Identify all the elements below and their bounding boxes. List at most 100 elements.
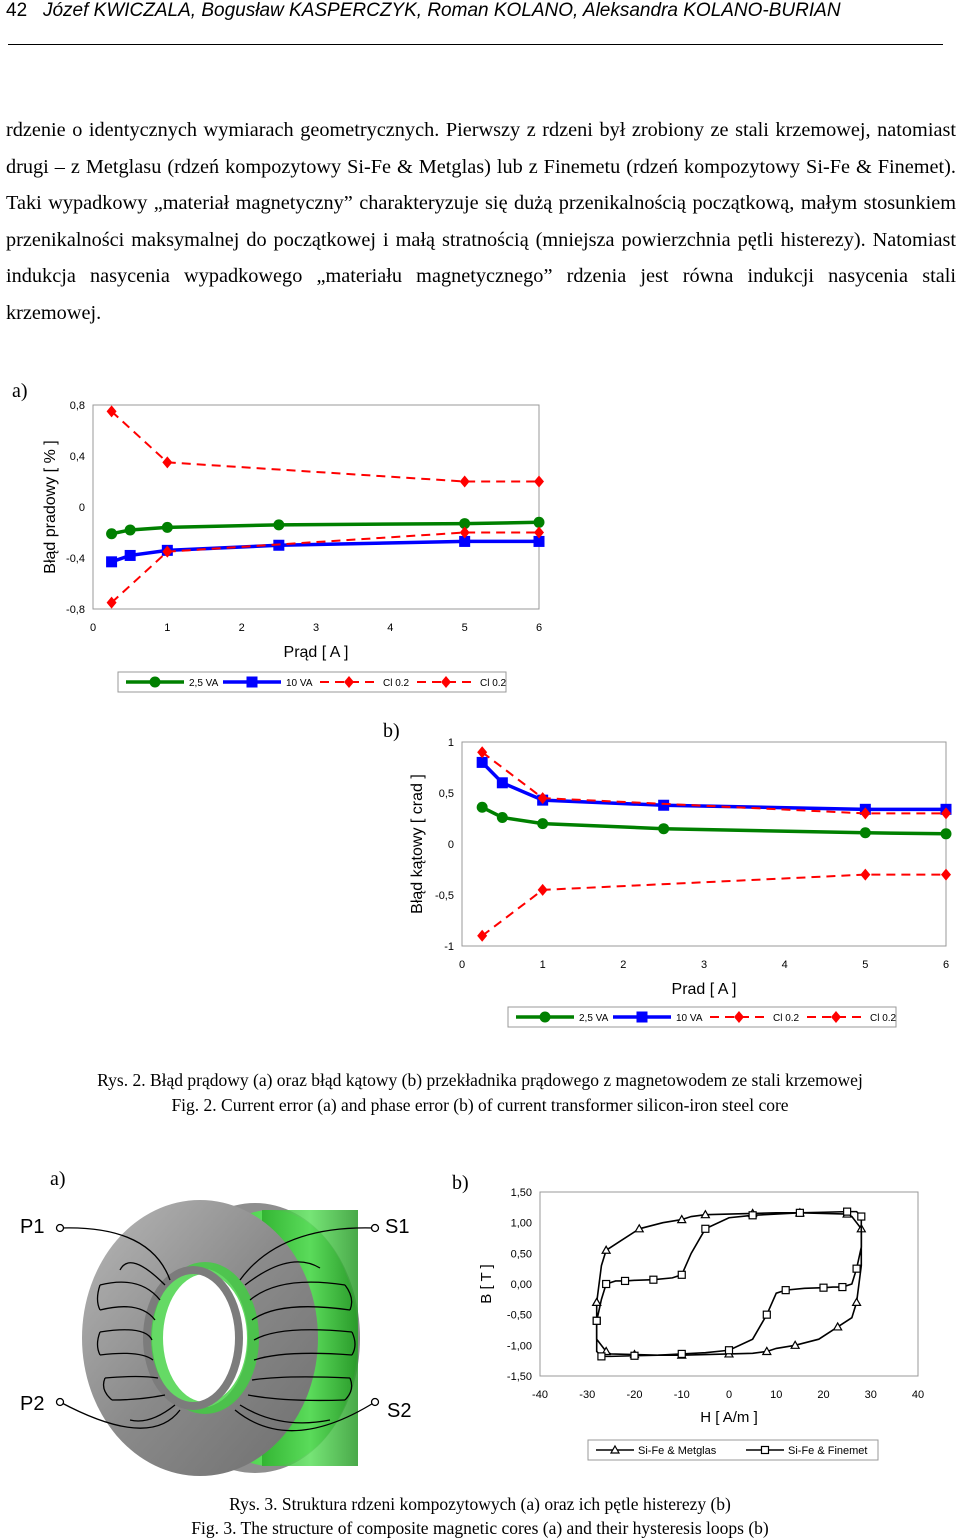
data-point — [459, 535, 471, 547]
y-tick-label: -0,8 — [66, 604, 85, 616]
y-axis-label: Błąd kątowy [ crad ] — [409, 774, 426, 914]
fig3a-core-illustration — [55, 1200, 380, 1476]
label-s1: S1 — [385, 1216, 410, 1238]
x-tick-label: 0 — [90, 622, 96, 634]
fig2a-panel-label: a) — [12, 380, 28, 402]
data-point — [790, 1340, 801, 1349]
data-point — [941, 868, 951, 881]
running-head-authors: Józef KWICZALA, Bogusław KASPERCZYK, Rom… — [42, 0, 841, 21]
x-tick-label: -10 — [674, 1389, 690, 1401]
data-point — [832, 1321, 843, 1331]
fig3b-chart: 1,50 1,00 0,50 0,00 -0,50 -1,00 -1,50-40 -30 -20… — [478, 1187, 924, 1461]
fig2a-chart: 0,8 0,4 0 -0,4 -0,8 0 1 2 3 4 5 6 Prąd [ A ] Błąd pra… — [42, 400, 545, 693]
legend-entry: Cl 0.2 — [383, 678, 410, 689]
data-point — [476, 756, 488, 768]
data-point — [859, 827, 871, 839]
x-tick-label: 2 — [239, 622, 245, 634]
legend-entry: Si-Fe & Finemet — [788, 1445, 867, 1457]
fig3-caption-en: Fig. 3. The structure of composite magne… — [191, 1518, 769, 1538]
x-tick-label: 4 — [782, 959, 788, 971]
series-0 — [106, 516, 545, 540]
body-paragraph: rdzenie o identycznych wymiarach geometr… — [6, 119, 956, 324]
x-tick-label: 4 — [387, 622, 393, 634]
data-point — [941, 807, 951, 820]
terminal-p1 — [55, 1223, 65, 1233]
legend-marker — [734, 1011, 744, 1023]
data-point — [106, 556, 118, 568]
data-point — [630, 1351, 639, 1360]
x-tick-label: 3 — [701, 959, 707, 971]
data-point — [620, 1276, 630, 1286]
data-point — [724, 1346, 734, 1355]
series-line — [481, 873, 946, 937]
y-tick-label: -0,4 — [66, 553, 85, 565]
y-tick-label: -0,50 — [507, 1310, 532, 1322]
data-point — [762, 1310, 771, 1319]
data-point — [477, 746, 488, 759]
legend-marker — [441, 676, 451, 688]
data-point — [162, 545, 173, 558]
fig2b-panel-label: b) — [383, 720, 400, 742]
core-hole — [152, 1268, 248, 1408]
legend-entry: 2,5 VA — [579, 1013, 609, 1024]
x-axis-label: Prąd [ A ] — [284, 644, 349, 661]
y-tick-label: -0,5 — [435, 890, 454, 902]
fig2b-chart: 1 0,5 0 -0,5 -1 0 1 2 3 4 5 6 Prad [ A ] Błąd kątowy … — [409, 737, 952, 1028]
page-number: 42 — [6, 0, 28, 21]
legend-entry: 2,5 VA — [189, 678, 219, 689]
legend: 2,5 VA 10 VA Cl 0.2 Cl 0.2 — [117, 671, 507, 693]
fig3b-panel-label: b) — [452, 1172, 469, 1194]
series-line — [110, 531, 539, 604]
data-point — [537, 818, 549, 830]
data-point — [843, 1207, 852, 1216]
data-point — [106, 405, 117, 418]
data-point — [602, 1279, 611, 1289]
data-point — [676, 1214, 687, 1224]
x-tick-label: 6 — [943, 959, 949, 971]
x-axis-label: H [ A/m ] — [700, 1409, 758, 1426]
legend-marker — [539, 1011, 551, 1023]
legend-marker — [636, 1011, 648, 1023]
data-point — [537, 792, 548, 805]
label-s2: S2 — [387, 1400, 412, 1422]
series-line — [595, 1212, 863, 1356]
fig3a-panel-label: a) — [50, 1168, 66, 1190]
y-tick-label: 0 — [448, 839, 454, 851]
data-point — [459, 518, 471, 530]
data-point — [597, 1352, 606, 1361]
x-tick-label: 20 — [817, 1389, 829, 1401]
legend-marker — [760, 1445, 770, 1455]
y-tick-label: -1 — [444, 941, 454, 953]
y-tick-label: 1,00 — [511, 1218, 532, 1230]
data-point — [677, 1270, 686, 1279]
data-point — [658, 823, 670, 835]
data-point — [162, 456, 173, 469]
data-point — [761, 1346, 772, 1356]
data-point — [459, 475, 470, 488]
x-tick-label: 10 — [770, 1389, 782, 1401]
terminal-p2 — [55, 1397, 65, 1407]
data-point — [701, 1224, 710, 1233]
data-point — [700, 1209, 711, 1219]
fig2-caption-en: Fig. 2. Current error (a) and phase erro… — [171, 1095, 789, 1115]
y-tick-label: 1,50 — [511, 1187, 532, 1199]
legend-entry: 10 VA — [676, 1013, 703, 1024]
label-p2: P2 — [20, 1393, 45, 1415]
data-point — [459, 526, 470, 539]
data-point — [592, 1316, 601, 1325]
data-point — [537, 883, 548, 896]
data-point — [124, 524, 136, 536]
x-tick-label: 40 — [912, 1389, 924, 1401]
data-point — [940, 828, 952, 840]
data-point — [534, 475, 544, 488]
y-tick-label: 0 — [79, 502, 85, 514]
x-tick-label: 0 — [726, 1389, 732, 1401]
data-point — [795, 1208, 804, 1217]
data-point — [781, 1286, 790, 1295]
series-2 — [477, 746, 951, 820]
data-point — [477, 929, 488, 942]
data-point — [851, 1297, 862, 1307]
data-point — [634, 1223, 645, 1233]
data-point — [476, 801, 488, 813]
y-axis-label: Błąd pradowy [ % ] — [42, 440, 59, 573]
